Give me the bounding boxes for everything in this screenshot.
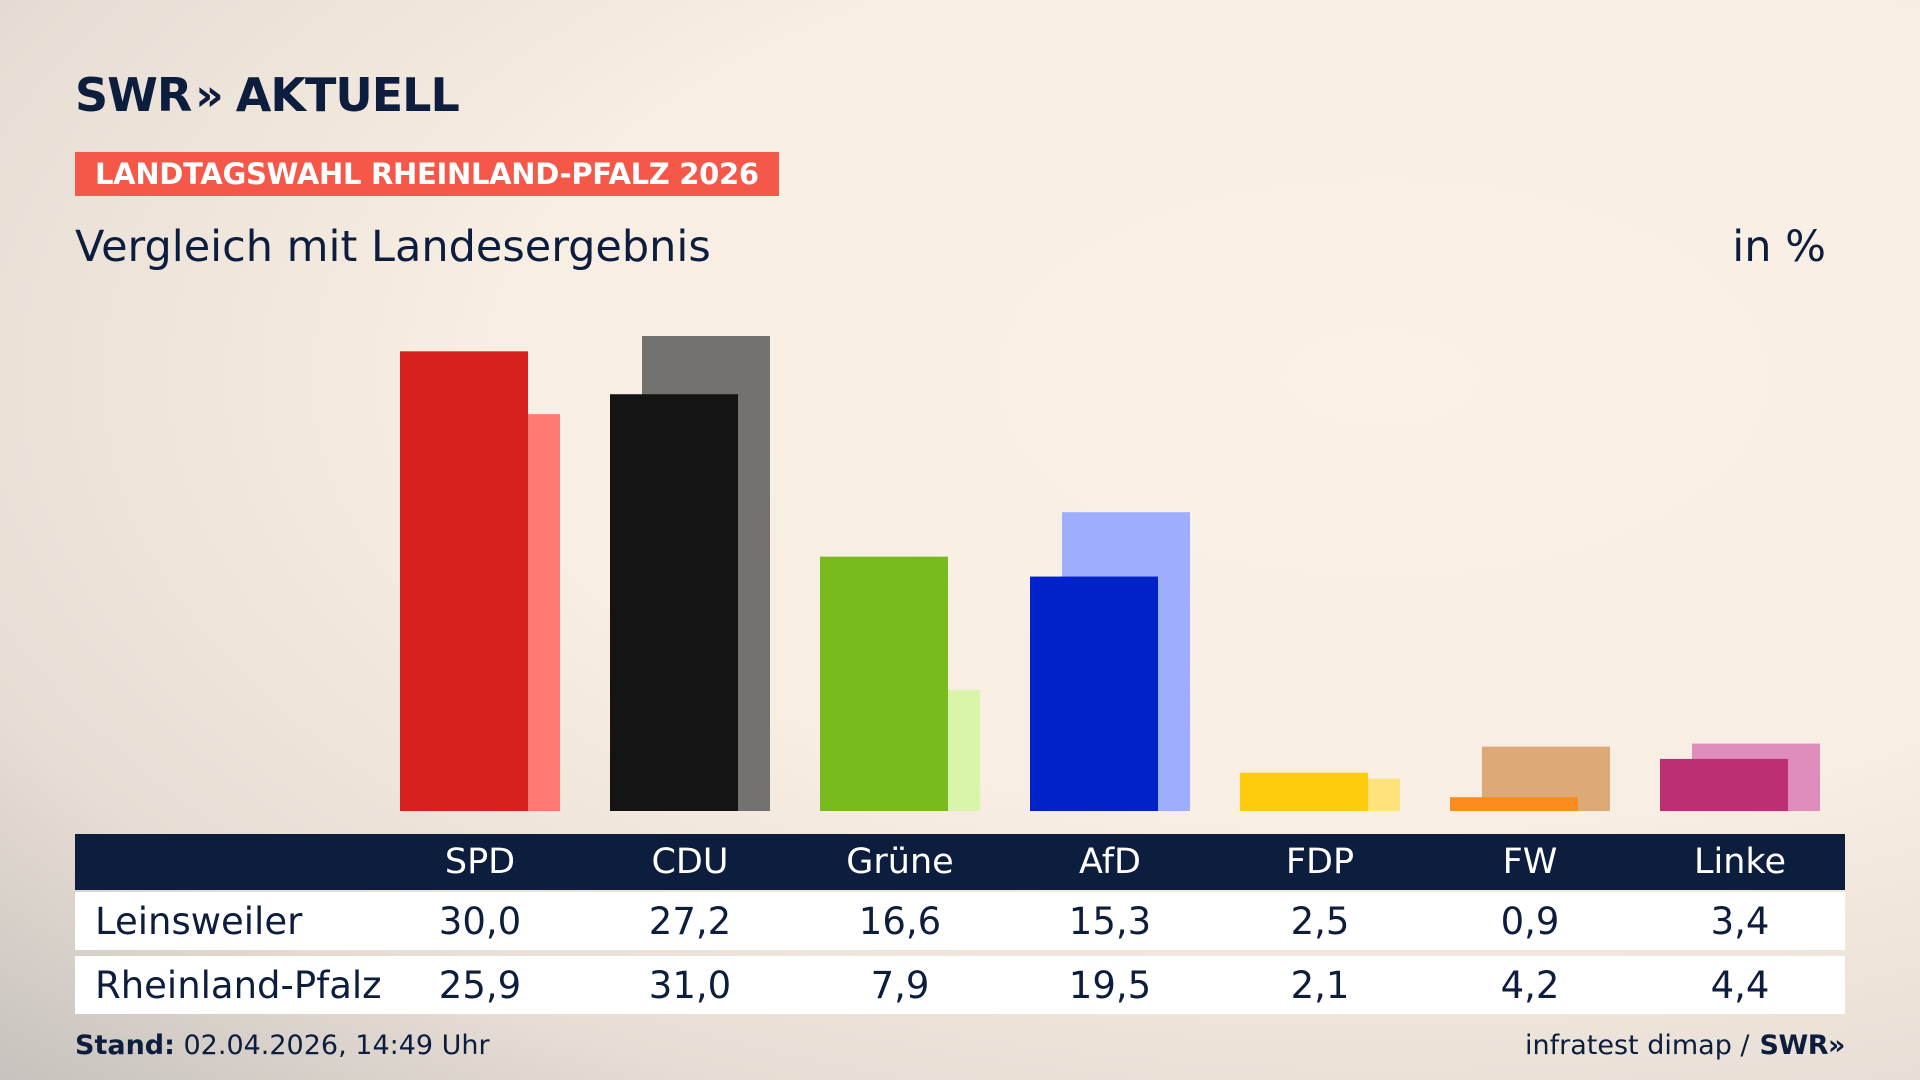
- value-rheinland-pfalz-fdp: 2,1: [1290, 963, 1350, 1007]
- party-header-linke: Linke: [1694, 842, 1786, 882]
- row-label-leinsweiler: Leinsweiler: [95, 899, 303, 943]
- stand-value: 02.04.2026, 14:49 Uhr: [174, 1030, 490, 1061]
- bar-leinsweiler-linke: [1660, 758, 1788, 811]
- value-rheinland-pfalz-grüne: 7,9: [870, 963, 930, 1007]
- table-row: Leinsweiler 30,0 27,2 16,6 15,3 2,5 0,9 3,4: [75, 892, 1845, 950]
- swr-aktuell-logo: SWR » AKTUELL: [75, 68, 460, 122]
- party-header-grüne: Grüne: [846, 842, 954, 882]
- value-leinsweiler-afd: 15,3: [1068, 899, 1152, 943]
- table-row: Rheinland-Pfalz 25,9 31,0 7,9 19,5 2,1 4,2 4,4: [75, 956, 1845, 1014]
- stand-footer: Stand: 02.04.2026, 14:49 Uhr: [75, 1030, 490, 1061]
- value-rheinland-pfalz-linke: 4,4: [1710, 963, 1770, 1007]
- value-leinsweiler-fw: 0,9: [1500, 899, 1560, 943]
- bar-leinsweiler-cdu: [610, 394, 738, 811]
- value-leinsweiler-spd: 30,0: [438, 899, 522, 943]
- value-leinsweiler-grüne: 16,6: [858, 899, 942, 943]
- logo-product: AKTUELL: [235, 68, 460, 122]
- party-header-fdp: FDP: [1285, 842, 1355, 882]
- stand-label: Stand:: [75, 1030, 175, 1061]
- results-table: SPD CDU Grüne AfD FDP FW Linke Leinsweiler 30,…: [75, 834, 1845, 1014]
- source-footer: infratest dimap / SWR»: [1525, 1030, 1845, 1061]
- party-header-afd: AfD: [1079, 842, 1141, 882]
- value-leinsweiler-fdp: 2,5: [1290, 899, 1350, 943]
- logo-brand: SWR: [75, 68, 192, 122]
- party-header-cdu: CDU: [651, 842, 729, 882]
- row-label-rheinland-pfalz: Rheinland-Pfalz: [95, 963, 382, 1007]
- bar-leinsweiler-afd: [1030, 576, 1158, 811]
- election-tag: LANDTAGSWAHL RHEINLAND-PFALZ 2026: [75, 152, 779, 196]
- party-header-fw: FW: [1502, 842, 1558, 882]
- source-text: infratest dimap /: [1525, 1030, 1750, 1061]
- chart-subtitle: Vergleich mit Landesergebnis: [75, 222, 711, 272]
- value-rheinland-pfalz-afd: 19,5: [1068, 963, 1152, 1007]
- value-rheinland-pfalz-spd: 25,9: [438, 963, 522, 1007]
- value-rheinland-pfalz-fw: 4,2: [1500, 963, 1560, 1007]
- value-leinsweiler-linke: 3,4: [1710, 899, 1770, 943]
- source-brand: SWR»: [1759, 1030, 1846, 1061]
- party-header-spd: SPD: [444, 842, 516, 882]
- table-header: SPD CDU Grüne AfD FDP FW Linke: [75, 834, 1845, 890]
- bar-leinsweiler-fw: [1450, 797, 1578, 811]
- bar-leinsweiler-fdp: [1240, 772, 1368, 811]
- value-rheinland-pfalz-cdu: 31,0: [648, 963, 732, 1007]
- bar-leinsweiler-spd: [400, 351, 528, 811]
- bar-chart: [400, 336, 1820, 811]
- unit-label: in %: [1732, 222, 1826, 272]
- bar-leinsweiler-grüne: [820, 556, 948, 811]
- value-leinsweiler-cdu: 27,2: [648, 899, 732, 943]
